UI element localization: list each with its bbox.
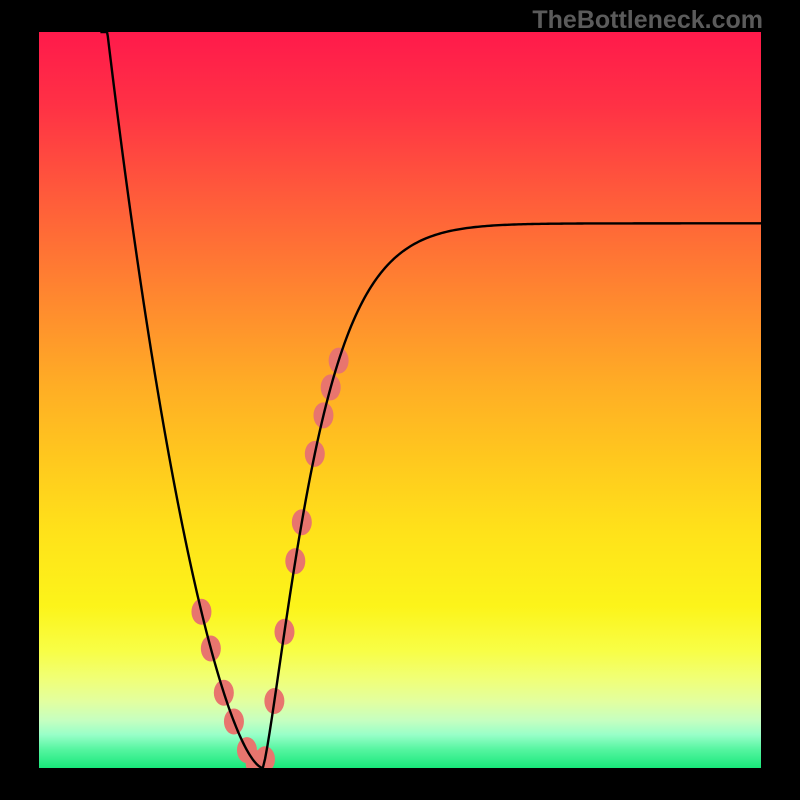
watermark-text: TheBottleneck.com (532, 6, 763, 35)
bottleneck-curve (100, 32, 761, 768)
chart-frame: TheBottleneck.com (0, 0, 800, 800)
curve-svg (39, 32, 761, 768)
plot-area (39, 32, 761, 768)
